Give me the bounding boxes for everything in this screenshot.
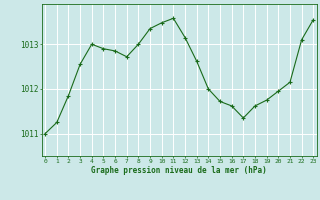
X-axis label: Graphe pression niveau de la mer (hPa): Graphe pression niveau de la mer (hPa) <box>91 166 267 175</box>
